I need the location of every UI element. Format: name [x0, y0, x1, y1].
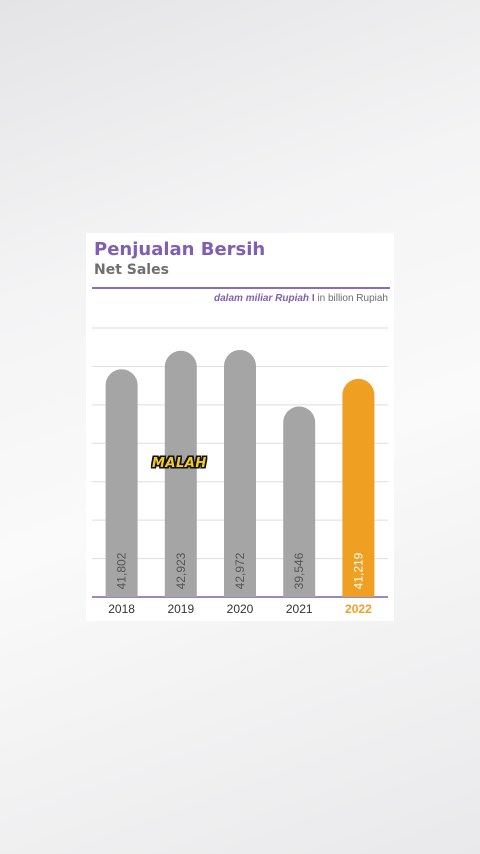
value-label-2022: 41,219: [351, 552, 365, 589]
category-label-2018: 2018: [108, 602, 135, 616]
category-label-2021: 2021: [286, 602, 313, 616]
bar-2018: [105, 369, 138, 597]
bar-2022: [342, 378, 375, 597]
bar-2020: [224, 349, 256, 597]
value-label-2019: 42,923: [174, 552, 188, 589]
category-label-2020: 2020: [227, 602, 254, 616]
bar-chart: 41,802 2018 42,923 2019 42,972 2020 39,546 2021…: [92, 327, 388, 616]
chart-title: Penjualan Bersih: [94, 239, 266, 260]
chart-subtitle: Net Sales: [94, 262, 169, 278]
value-label-2018: 41,802: [115, 552, 129, 589]
value-label-2020: 42,972: [233, 552, 247, 589]
unit-note-en: in billion Rupiah: [317, 293, 388, 304]
bar-2021: [283, 406, 316, 597]
category-label-2019: 2019: [167, 602, 194, 616]
category-label-2022: 2022: [345, 602, 372, 616]
unit-note-id: dalam miliar Rupiah: [214, 293, 310, 304]
title-divider: [92, 287, 390, 289]
value-label-2021: 39,546: [292, 552, 306, 589]
unit-note-separator: I: [311, 293, 315, 304]
bar-2019: [164, 350, 197, 597]
chart-card: Penjualan Bersih Net Sales dalam miliar …: [86, 233, 394, 621]
unit-note: dalam miliar Rupiah I in billion Rupiah: [214, 293, 388, 304]
sticker-text: MALAH: [152, 456, 207, 471]
